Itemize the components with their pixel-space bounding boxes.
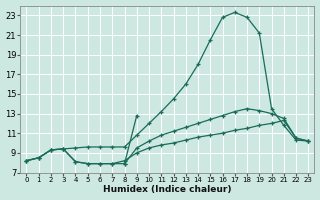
X-axis label: Humidex (Indice chaleur): Humidex (Indice chaleur)	[103, 185, 232, 194]
